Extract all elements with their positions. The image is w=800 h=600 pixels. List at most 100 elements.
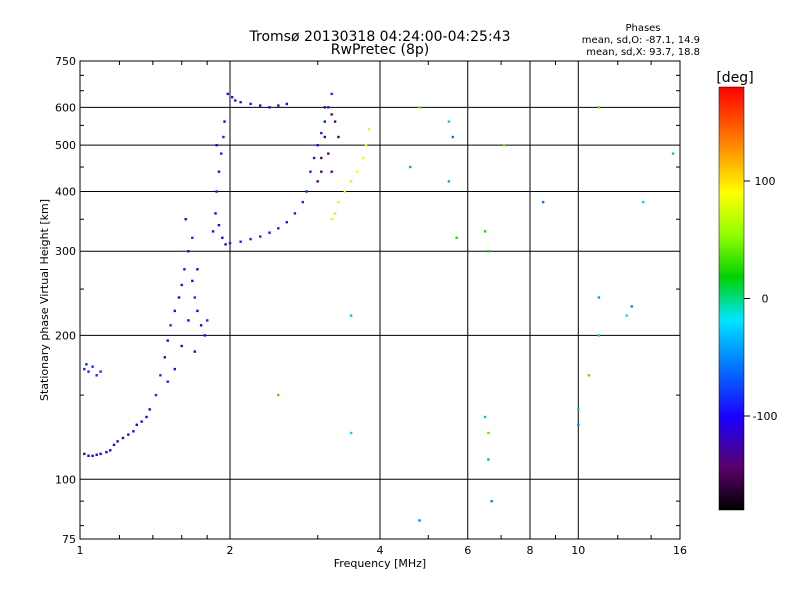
data-point [187,250,190,253]
data-point [455,236,458,239]
data-point [231,96,234,99]
data-point [169,324,172,327]
data-point [323,106,326,109]
data-point [239,240,242,243]
data-point [215,144,218,147]
chart-subtitle: RwPretec (8p) [331,42,429,58]
colorbar-label: [deg] [716,70,753,86]
data-point [309,170,312,173]
y-tick-label: 200 [55,329,76,342]
data-point [577,408,580,411]
data-point [91,454,94,457]
data-point [87,370,90,373]
phases-mean-x: mean, sd,X: 93.7, 18.8 [586,47,700,58]
data-point [183,268,186,271]
data-point [239,101,242,104]
data-point [259,104,262,107]
x-tick-label: 8 [527,544,534,557]
data-point [316,144,319,147]
data-point [193,350,196,353]
data-point [361,156,365,160]
data-point [223,120,226,123]
data-point [217,224,221,227]
data-point [277,104,280,107]
data-point [193,296,196,299]
data-point [215,190,218,193]
data-point [214,212,217,215]
data-point [91,365,94,368]
data-point [148,408,151,411]
data-point [268,231,271,234]
data-point [163,356,166,359]
data-point [206,319,209,322]
data-point [203,334,206,337]
data-point [109,449,112,452]
x-axis-label: Frequency [MHz] [334,557,426,570]
data-point [490,500,493,503]
data-point [301,200,304,204]
data-point [349,314,353,317]
grid-lines [80,61,680,539]
data-point [135,423,138,426]
data-point [327,152,330,155]
data-point [316,180,319,183]
data-point [483,415,487,419]
data-point [154,393,158,397]
colorbar-tick-label: -100 [753,410,778,423]
data-point [333,212,337,215]
data-point [330,113,333,116]
axis-ticks: 1 2 4 6 8 10 16 75 100 200 300 400 500 600 750 [55,55,687,557]
data-point [597,296,601,299]
data-point [83,367,86,371]
data-point [587,374,590,377]
y-axis-label: Stationary phase Virtual Height [km] [38,199,51,401]
data-point [337,200,340,204]
data-point [259,235,262,238]
data-point [99,452,102,456]
data-point [356,170,359,173]
x-tick-label: 6 [464,544,471,557]
data-point [83,452,86,456]
data-point [85,363,88,366]
data-point [597,334,601,337]
data-point [418,519,421,522]
data-point [191,279,194,283]
data-point [577,423,580,426]
chart-title: Tromsø 20130318 04:24:00-04:25:43 [249,29,511,45]
data-point [191,236,194,239]
data-point [196,309,199,313]
data-point [630,305,633,308]
data-point [349,180,353,183]
data-point [487,250,490,253]
y-tick-label: 75 [62,533,76,546]
data-point [132,430,135,433]
y-tick-label: 750 [55,55,76,68]
colorbar-tick-label: 100 [755,175,776,188]
data-point [343,190,346,193]
data-point [320,131,323,135]
data-point [333,120,337,123]
data-point [625,314,628,317]
data-point [337,135,340,139]
data-point [196,268,199,271]
data-point [367,128,371,131]
data-point [277,227,280,230]
data-point [323,120,326,123]
data-point [187,319,190,322]
data-point [327,106,330,109]
data-point [121,436,125,440]
data-point [451,135,454,139]
data-point [105,450,108,454]
phases-title: Phases [625,23,660,34]
data-point [140,420,143,423]
data-point [217,170,221,173]
data-point [166,339,169,342]
x-tick-label: 1 [77,544,84,557]
data-point [503,144,506,147]
data-point [277,393,280,397]
data-point [177,296,181,299]
data-point [159,374,162,377]
data-point [285,221,288,224]
data-point [330,92,333,96]
data-point [220,152,223,155]
